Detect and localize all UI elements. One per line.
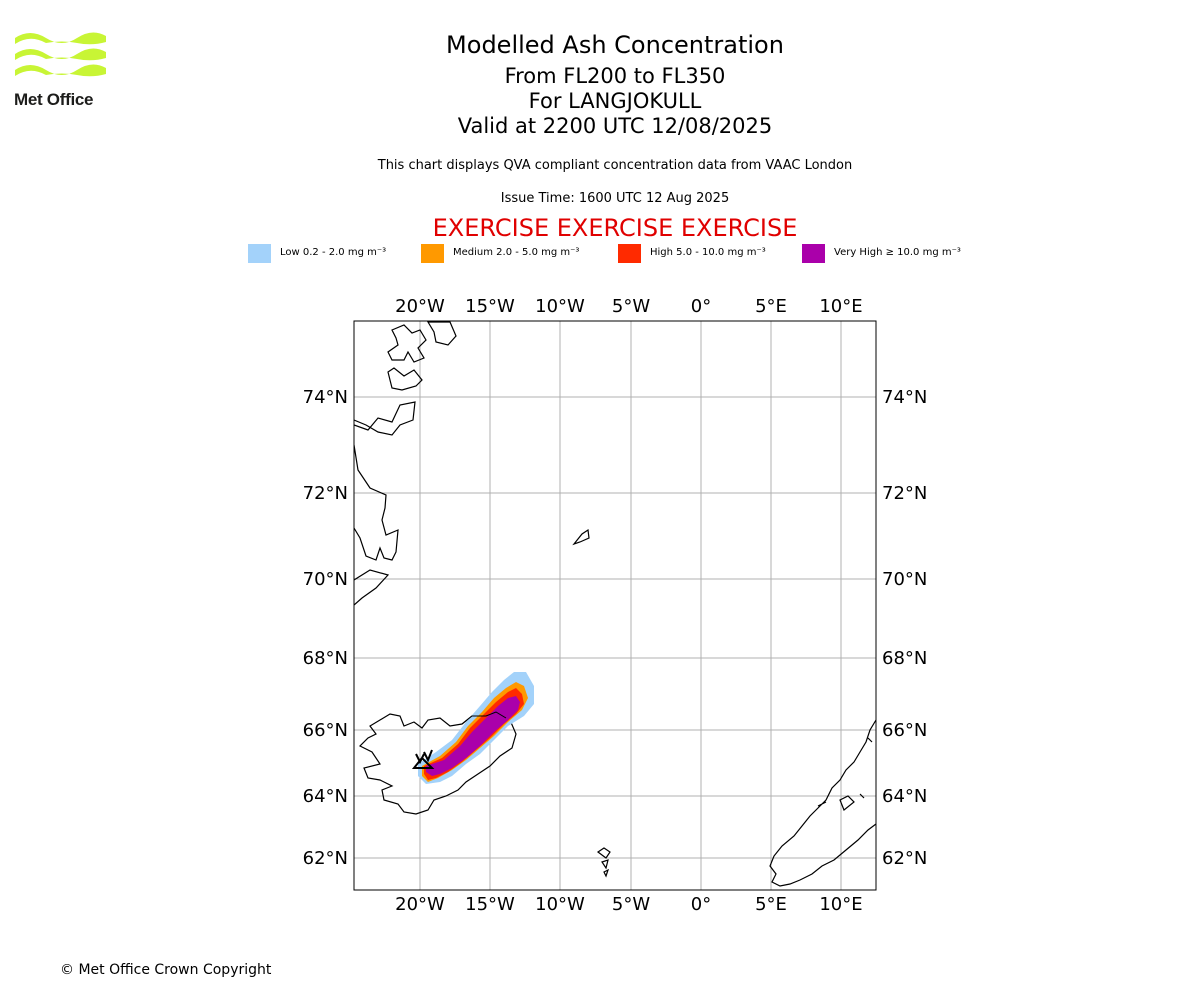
lat-label-right: 72°N [882,483,927,504]
greenland-coastline [354,321,457,606]
lon-label-top: 5°E [755,296,787,317]
norway-coastline [769,719,876,887]
legend-swatch-very-high [802,244,825,263]
lon-label-bottom: 10°W [535,894,585,915]
lon-label-bottom: 0° [691,894,711,915]
lat-label-right: 62°N [882,848,927,869]
lat-label-left: 70°N [303,569,348,590]
lat-label-left: 62°N [303,848,348,869]
volcano-marker-icon [411,749,435,769]
lat-label-right: 74°N [882,387,927,408]
faroe-coastline [596,847,611,878]
subtitle-block: From FL200 to FL350 For LANGJOKULL Valid… [0,64,1200,139]
lon-label-top: 20°W [395,296,445,317]
lon-label-top: 15°W [465,296,515,317]
lon-label-bottom: 5°W [612,894,650,915]
lat-label-left: 74°N [303,387,348,408]
ash-plume-very-high [426,696,520,776]
lat-label-right: 66°N [882,720,927,741]
legend-swatch-low [248,244,271,263]
lon-label-bottom: 5°E [755,894,787,915]
volcano-name: For LANGJOKULL [528,89,702,113]
map-frame [353,320,877,891]
lat-label-right: 64°N [882,786,927,807]
iceland-coastline [358,711,517,815]
lon-label-top: 0° [691,296,711,317]
graticule [354,321,876,890]
legend-label-medium: Medium 2.0 - 5.0 mg m⁻³ [453,247,580,258]
lat-label-left: 68°N [303,648,348,669]
copyright: © Met Office Crown Copyright [60,962,272,978]
legend-label-high: High 5.0 - 10.0 mg m⁻³ [650,247,766,258]
lat-label-left: 66°N [303,720,348,741]
lat-label-left: 72°N [303,483,348,504]
valid-time: Valid at 2200 UTC 12/08/2025 [457,114,773,138]
chart-title: Modelled Ash Concentration [446,31,784,59]
lat-label-right: 70°N [882,569,927,590]
iceland-coast-over-plume [461,711,507,725]
issue-time: Issue Time: 1600 UTC 12 Aug 2025 [500,191,730,206]
lon-label-bottom: 15°W [465,894,515,915]
jan-mayen-coastline [572,528,590,546]
lon-label-top: 10°W [535,296,585,317]
lat-label-right: 68°N [882,648,927,669]
legend-swatch-high [618,244,641,263]
lon-label-top: 10°E [819,296,862,317]
exercise-banner: EXERCISE EXERCISE EXERCISE [432,214,798,242]
legend-swatch-medium [421,244,444,263]
wave-logo-icon [15,32,106,77]
lon-label-top: 5°W [612,296,650,317]
legend-label-low: Low 0.2 - 2.0 mg m⁻³ [280,247,387,258]
lon-label-bottom: 20°W [395,894,445,915]
logo-wordmark: Met Office [14,90,94,109]
lon-label-bottom: 10°E [819,894,862,915]
met-office-logo: Met Office [14,30,108,112]
legend-label-very-high: Very High ≥ 10.0 mg m⁻³ [834,247,961,258]
qva-note: This chart displays QVA compliant concen… [377,158,853,173]
flight-levels: From FL200 to FL350 [504,64,726,88]
lat-label-left: 64°N [303,786,348,807]
